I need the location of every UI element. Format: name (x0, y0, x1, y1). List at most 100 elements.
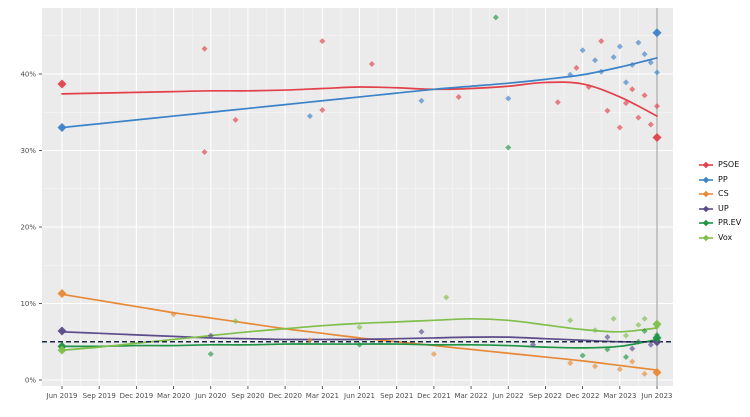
x-axis-labels: Jun 2019 Sep 2019 Dec 2019 Mar 2020 Jun 2020… (46, 392, 673, 400)
data-point (443, 294, 450, 301)
legend-label: PSOE (718, 160, 740, 169)
data-point (319, 106, 326, 113)
data-point (641, 51, 648, 58)
legend-key-icon (699, 219, 713, 227)
legend-item-up: UP (698, 204, 741, 214)
data-point (654, 69, 660, 76)
data-point (635, 321, 642, 328)
data-point (641, 370, 648, 377)
x-tick-label: Sep 2021 (380, 392, 413, 400)
data-point (356, 324, 363, 331)
data-point (647, 59, 654, 66)
legend-key-icon (699, 190, 713, 198)
legend-key-icon (699, 161, 713, 169)
data-point (629, 358, 636, 365)
data-point (616, 366, 623, 373)
x-tick-label: Jun 2019 (46, 392, 78, 400)
data-point (505, 144, 512, 151)
data-point (585, 84, 592, 91)
data-point (641, 328, 648, 335)
data-point (573, 64, 580, 71)
data-point (368, 61, 375, 68)
data-point (592, 57, 599, 64)
data-point (629, 61, 636, 68)
x-tick-label: Jun 2020 (194, 392, 226, 400)
data-point (319, 38, 326, 45)
data-point (418, 328, 425, 335)
data-point (652, 132, 662, 142)
y-tick-label: 10% (20, 300, 36, 308)
points-psoe (57, 38, 662, 156)
data-point (610, 54, 617, 61)
legend-item-psoe: PSOE (698, 160, 741, 170)
gridlines-minor (42, 8, 673, 386)
data-point (623, 332, 630, 339)
data-point (207, 350, 214, 357)
data-point (170, 311, 177, 318)
data-point (201, 149, 208, 156)
data-point (641, 92, 648, 99)
axis-ticks (39, 73, 658, 389)
x-tick-label: Sep 2020 (231, 392, 264, 400)
data-point (652, 333, 662, 343)
data-point (623, 354, 630, 361)
y-tick-label: 30% (20, 147, 36, 155)
x-tick-label: Sep 2019 (83, 392, 116, 400)
data-point (232, 318, 239, 325)
data-point (57, 326, 67, 336)
data-point (635, 114, 642, 121)
points-vox (57, 294, 662, 355)
data-point (652, 28, 662, 38)
data-point (635, 338, 642, 345)
data-point (430, 350, 437, 357)
data-point (579, 47, 586, 54)
legend-label: CS (718, 189, 729, 198)
points-cs (57, 289, 662, 377)
trend-line-cs (61, 293, 658, 371)
data-point (207, 332, 214, 339)
data-point (610, 315, 617, 322)
chart-legend: PSOE PP CS UP PR.EV Vox (698, 160, 741, 243)
x-tick-label: Mar 2023 (603, 392, 636, 400)
data-point (505, 95, 512, 102)
data-point (604, 346, 611, 353)
data-point (306, 113, 313, 120)
data-point (604, 107, 611, 114)
trend-line-up (61, 330, 658, 343)
y-tick-label: 40% (20, 71, 36, 79)
data-point (623, 100, 630, 107)
data-point (652, 367, 662, 377)
trend-line-psoe (61, 81, 658, 117)
x-tick-label: Mar 2020 (157, 392, 190, 400)
data-point (554, 99, 561, 106)
data-point (567, 317, 574, 324)
data-point (57, 79, 67, 89)
data-point (598, 68, 605, 75)
trend-line-pp (61, 57, 658, 129)
legend-item-pp: PP (698, 175, 741, 185)
data-point (418, 97, 425, 104)
data-point (592, 327, 599, 334)
x-tick-label: Sep 2022 (529, 392, 562, 400)
data-point (201, 45, 208, 52)
x-tick-label: Dec 2022 (566, 392, 600, 400)
legend-label: UP (718, 203, 729, 213)
x-tick-label: Dec 2021 (417, 392, 451, 400)
data-point (57, 289, 67, 299)
data-point (592, 363, 599, 370)
legend-key-icon (699, 205, 713, 212)
x-tick-label: Jun 2021 (343, 392, 375, 400)
data-point (567, 71, 574, 78)
trend-line-vox (61, 317, 658, 352)
data-point (654, 103, 660, 110)
legend-item-cs: CS (698, 189, 741, 199)
x-tick-label: Jun 2023 (641, 392, 673, 400)
data-point (306, 337, 313, 344)
legend-item-pr-ev: PR.EV (698, 218, 741, 228)
data-point (567, 360, 574, 367)
legend-key-icon (699, 176, 713, 183)
data-point (635, 39, 642, 46)
data-point (598, 38, 605, 45)
